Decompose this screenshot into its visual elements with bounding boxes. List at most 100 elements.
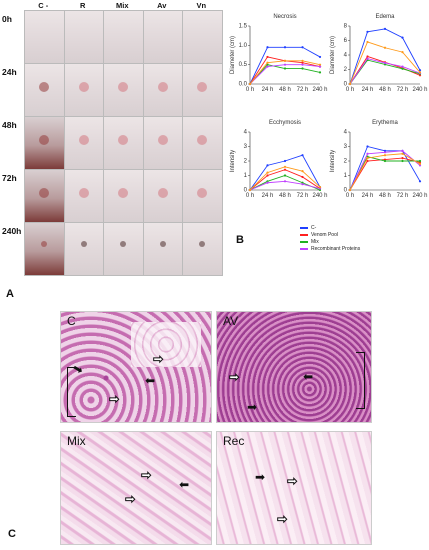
skin-photo [24, 10, 65, 64]
skin-photo [142, 169, 183, 223]
legend-label: C- [311, 224, 317, 231]
legend-entry: C- [300, 224, 420, 231]
histo-panel-av: AV ➡ ➡ ➡ [216, 311, 372, 423]
data-point [301, 170, 304, 173]
panel-b-charts: Necrosis Diameter (cm) 0.0 0.5 1.0 1.5 0 h 24 h… [230, 14, 428, 199]
skin-photo [142, 222, 183, 276]
panel-b-letter: B [236, 234, 244, 246]
data-point [283, 159, 287, 163]
histo-panel-mix: Mix ➡ ➡ ➡ [60, 431, 212, 545]
chart-legend: C- Venom Pool Mix Recombinant Proteins [300, 224, 420, 252]
data-point [266, 65, 269, 68]
chart-title: Erythema [372, 120, 398, 126]
lesion-spot [157, 82, 168, 93]
x-tick-label: 72 h [397, 87, 409, 93]
y-tick-label: 4 [244, 130, 248, 136]
data-point [266, 63, 269, 66]
panel-c-letter: C [8, 528, 16, 540]
y-tick-label: 2 [244, 159, 248, 165]
data-point [283, 67, 287, 70]
lesion-spot [118, 135, 129, 146]
lesion-spot [197, 135, 208, 146]
data-point [318, 65, 322, 68]
skin-photo [63, 116, 104, 170]
data-point [401, 149, 404, 152]
skin-photo [182, 63, 223, 117]
data-point [401, 152, 404, 155]
legend-swatch [300, 233, 308, 236]
histo-label-rec: Rec [223, 434, 245, 448]
y-tick-label: 0 [344, 188, 348, 194]
data-point [366, 157, 369, 160]
skin-photo [182, 169, 223, 223]
photo-row-label: 0h [2, 14, 12, 24]
data-point [366, 145, 369, 148]
skin-photo [63, 63, 104, 117]
y-tick-label: 4 [344, 130, 348, 136]
legend-label: Mix [311, 238, 319, 245]
skin-photo [24, 169, 65, 223]
y-tick-label: 2 [344, 159, 348, 165]
data-point [266, 181, 269, 184]
x-tick-label: 24 h [362, 193, 374, 199]
data-point [248, 82, 252, 86]
lesion-spot [39, 82, 50, 93]
arrow-marker: ➡ [276, 512, 288, 527]
skin-photo [103, 63, 144, 117]
histo-label-mix: Mix [67, 434, 86, 448]
data-point [266, 55, 269, 59]
skin-photo [24, 116, 65, 170]
arrow-marker: ➡ [255, 470, 266, 484]
histo-label-c: C [67, 314, 76, 328]
legend-swatch [300, 240, 308, 243]
lesion-spot [41, 241, 48, 248]
arrow-marker: ➡ [145, 374, 156, 388]
skin-photo [182, 222, 223, 276]
y-tick-label: 8 [344, 24, 348, 30]
series-line [249, 180, 321, 191]
data-point [366, 55, 369, 58]
legend-entry: Recombinant Proteins [300, 245, 420, 252]
legend-label: Venom Pool [311, 231, 338, 238]
arrow-marker: ➡ [179, 478, 190, 492]
y-tick-label: 0.5 [239, 62, 248, 68]
data-point [301, 46, 304, 49]
photo-row-label: 48h [2, 120, 17, 130]
histo-panel-c: C ➡ ➡ ➡ ➡ [60, 311, 212, 423]
data-point [266, 171, 269, 174]
arrow-marker: ➡ [124, 492, 136, 507]
legend-label: Recombinant Proteins [311, 245, 361, 252]
y-tick-label: 6 [344, 38, 348, 44]
legend-swatch [300, 226, 308, 229]
data-point [418, 159, 422, 163]
y-axis-label: Intensity [330, 150, 336, 172]
y-tick-label: 3 [244, 144, 248, 150]
panel-a-photo-grid: C - R Mix Av Vn 0h 24h 48h 72h 240h A [0, 0, 223, 300]
x-tick-label: 0 h [246, 193, 254, 199]
y-axis-label: Diameter (cm) [230, 36, 236, 74]
skin-photo [63, 169, 104, 223]
skin-photo [103, 169, 144, 223]
data-point [283, 46, 287, 49]
skin-photo [103, 116, 144, 170]
lesion-spot [197, 82, 208, 93]
photo-column-header: Vn [196, 1, 207, 10]
data-point [366, 40, 369, 44]
x-tick-label: 48 h [379, 87, 391, 93]
skin-photo [182, 116, 223, 170]
photo-row-label: 24h [2, 67, 17, 77]
lesion-spot [118, 188, 129, 199]
y-tick-label: 0 [344, 82, 348, 88]
arrow-marker: ➡ [286, 474, 298, 489]
x-tick-label: 48 h [279, 87, 291, 93]
lesion-spot [159, 241, 166, 248]
data-point [266, 164, 269, 167]
chart-title: Necrosis [273, 14, 296, 20]
y-tick-label: 2 [344, 67, 348, 73]
data-point [366, 30, 369, 33]
lesion-spot [78, 82, 89, 93]
x-tick-label: 0 h [346, 193, 354, 199]
data-point [418, 71, 422, 74]
histo-label-av: AV [223, 314, 239, 328]
skin-photo [24, 63, 65, 117]
